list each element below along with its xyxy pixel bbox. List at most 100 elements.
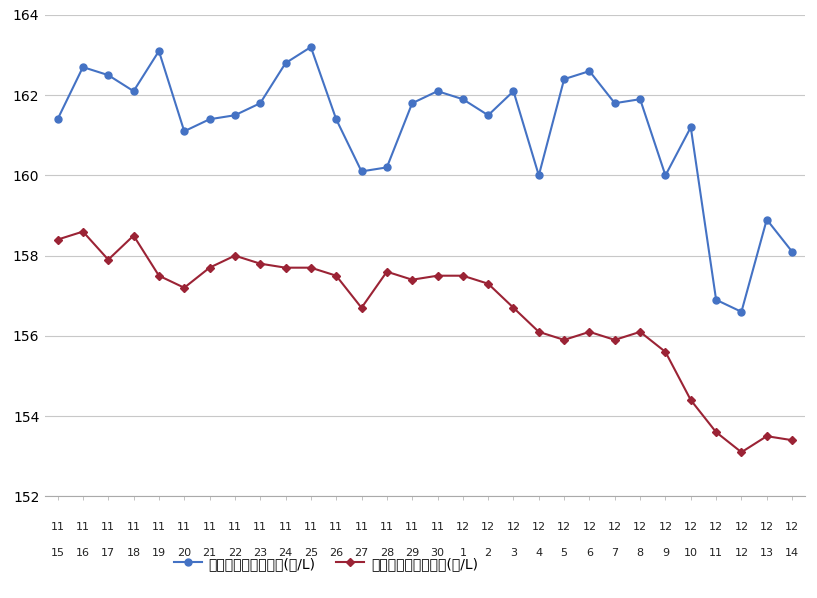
Text: 20: 20 — [177, 548, 191, 559]
Text: 29: 29 — [405, 548, 419, 559]
レギュラー実売価格(円/L) — [737, 448, 747, 456]
レギュラー実売価格(円/L) — [559, 336, 569, 343]
レギュラー看板価格(円/L) — [331, 115, 341, 123]
Text: 19: 19 — [152, 548, 166, 559]
Text: 11: 11 — [177, 523, 191, 532]
レギュラー看板価格(円/L) — [433, 87, 443, 94]
Line: レギュラー看板価格(円/L): レギュラー看板価格(円/L) — [54, 44, 796, 315]
Text: 12: 12 — [659, 523, 672, 532]
レギュラー実売価格(円/L) — [356, 304, 366, 312]
Text: 4: 4 — [535, 548, 542, 559]
Text: 17: 17 — [101, 548, 115, 559]
Text: 21: 21 — [203, 548, 217, 559]
Text: 12: 12 — [456, 523, 470, 532]
Text: 12: 12 — [507, 523, 520, 532]
Text: 13: 13 — [760, 548, 774, 559]
レギュラー実売価格(円/L) — [204, 264, 214, 271]
Legend: レギュラー看板価格(円/L), レギュラー実売価格(円/L): レギュラー看板価格(円/L), レギュラー実売価格(円/L) — [168, 551, 484, 576]
レギュラー看板価格(円/L) — [306, 44, 315, 51]
レギュラー看板価格(円/L) — [660, 172, 670, 179]
Text: 12: 12 — [734, 548, 748, 559]
Text: 11: 11 — [51, 523, 65, 532]
レギュラー看板価格(円/L) — [458, 96, 467, 103]
レギュラー実売価格(円/L) — [685, 396, 695, 404]
レギュラー実売価格(円/L) — [255, 260, 265, 267]
Text: 9: 9 — [662, 548, 669, 559]
Text: 11: 11 — [329, 523, 343, 532]
レギュラー実売価格(円/L) — [52, 236, 62, 243]
レギュラー実売価格(円/L) — [534, 328, 544, 335]
Text: 11: 11 — [152, 523, 166, 532]
レギュラー実売価格(円/L) — [787, 437, 797, 444]
Text: 12: 12 — [532, 523, 546, 532]
レギュラー看板価格(円/L) — [382, 164, 391, 171]
レギュラー実売価格(円/L) — [128, 232, 138, 239]
レギュラー実売価格(円/L) — [331, 272, 341, 279]
Text: 28: 28 — [380, 548, 394, 559]
レギュラー看板価格(円/L) — [103, 72, 113, 79]
Text: 12: 12 — [583, 523, 596, 532]
Text: 11: 11 — [279, 523, 292, 532]
レギュラー看板価格(円/L) — [737, 308, 747, 315]
レギュラー実売価格(円/L) — [433, 272, 443, 279]
Text: 12: 12 — [709, 523, 723, 532]
Text: 11: 11 — [709, 548, 723, 559]
レギュラー看板価格(円/L) — [78, 63, 88, 71]
Text: 2: 2 — [484, 548, 492, 559]
レギュラー実売価格(円/L) — [306, 264, 315, 271]
Text: 23: 23 — [253, 548, 267, 559]
レギュラー看板価格(円/L) — [407, 100, 417, 107]
レギュラー看板価格(円/L) — [483, 112, 493, 119]
レギュラー看板価格(円/L) — [534, 172, 544, 179]
Text: 12: 12 — [633, 523, 647, 532]
Text: 12: 12 — [481, 523, 495, 532]
レギュラー看板価格(円/L) — [636, 96, 645, 103]
レギュラー実売価格(円/L) — [78, 228, 88, 235]
レギュラー実売価格(円/L) — [483, 280, 493, 287]
レギュラー実売価格(円/L) — [660, 349, 670, 356]
Text: 11: 11 — [253, 523, 267, 532]
Text: 27: 27 — [355, 548, 368, 559]
Text: 11: 11 — [431, 523, 444, 532]
Line: レギュラー実売価格(円/L): レギュラー実売価格(円/L) — [55, 229, 795, 455]
Text: 6: 6 — [586, 548, 593, 559]
レギュラー看板価格(円/L) — [508, 87, 518, 94]
Text: 15: 15 — [51, 548, 65, 559]
レギュラー実売価格(円/L) — [761, 432, 771, 440]
Text: 5: 5 — [560, 548, 568, 559]
Text: 11: 11 — [101, 523, 115, 532]
レギュラー看板価格(円/L) — [204, 115, 214, 123]
Text: 25: 25 — [304, 548, 318, 559]
Text: 10: 10 — [684, 548, 698, 559]
Text: 11: 11 — [228, 523, 242, 532]
Text: 11: 11 — [304, 523, 318, 532]
レギュラー実売価格(円/L) — [584, 328, 594, 335]
レギュラー実売価格(円/L) — [281, 264, 291, 271]
レギュラー看板価格(円/L) — [609, 100, 619, 107]
レギュラー実売価格(円/L) — [711, 429, 721, 436]
Text: 11: 11 — [355, 523, 368, 532]
レギュラー実売価格(円/L) — [508, 304, 518, 312]
Text: 7: 7 — [611, 548, 618, 559]
Text: 11: 11 — [380, 523, 394, 532]
Text: 22: 22 — [228, 548, 242, 559]
レギュラー実売価格(円/L) — [636, 328, 645, 335]
Text: 12: 12 — [785, 523, 799, 532]
レギュラー実売価格(円/L) — [230, 252, 240, 260]
Text: 8: 8 — [636, 548, 644, 559]
Text: 3: 3 — [510, 548, 517, 559]
Text: 14: 14 — [785, 548, 799, 559]
レギュラー看板価格(円/L) — [179, 128, 189, 135]
レギュラー看板価格(円/L) — [154, 47, 163, 54]
レギュラー実売価格(円/L) — [179, 284, 189, 291]
レギュラー看板価格(円/L) — [52, 115, 62, 123]
Text: 12: 12 — [608, 523, 622, 532]
Text: 12: 12 — [734, 523, 748, 532]
Text: 12: 12 — [557, 523, 571, 532]
レギュラー看板価格(円/L) — [230, 112, 240, 119]
Text: 12: 12 — [684, 523, 698, 532]
レギュラー実売価格(円/L) — [103, 256, 113, 263]
Text: 11: 11 — [76, 523, 90, 532]
レギュラー看板価格(円/L) — [584, 68, 594, 75]
Text: 11: 11 — [203, 523, 217, 532]
